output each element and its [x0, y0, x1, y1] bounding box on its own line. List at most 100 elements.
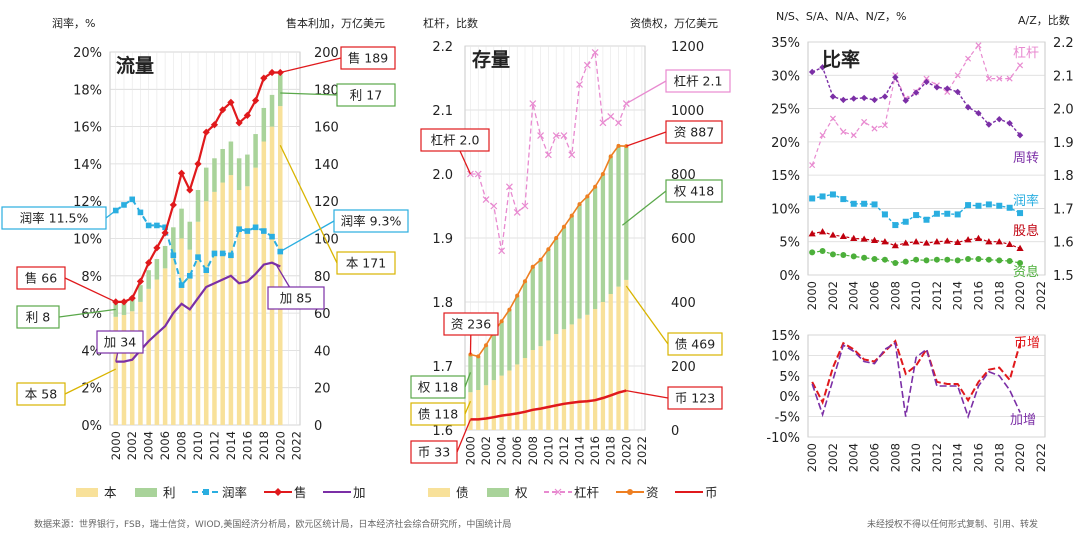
ratio-series-资息-point: [954, 257, 961, 264]
ratio-series-润率-point: [840, 196, 847, 203]
flow-x-tick: 2002: [125, 431, 139, 460]
stock-x-tick: 2000: [463, 436, 477, 465]
stock-legend-label-杠杆: 杠杆: [574, 485, 600, 500]
flow-y-left-tick: 10%: [73, 233, 102, 248]
flow-title: 流量: [116, 54, 154, 77]
flow-x-tick: 2022: [290, 431, 304, 460]
flow-y-left-tick: 20%: [73, 46, 102, 61]
stock-bar-债: [592, 309, 598, 430]
ratio-y-left-tick: 0%: [779, 269, 800, 284]
stock-bar-债: [554, 334, 559, 430]
flow-series-售-point: [186, 186, 194, 194]
ratio-series-资息-point: [985, 256, 992, 263]
ratio-series-股息-point: [850, 234, 858, 241]
flow-callout-add-end: 加 85: [280, 291, 312, 306]
ratio-series-资息-point: [965, 256, 972, 263]
growth-x-tick: 2020: [1013, 443, 1027, 472]
stock-callout-currency-end-box: [667, 386, 723, 410]
stock-callout-debt-start-leader: [464, 400, 472, 415]
flow-series-润率-point: [154, 222, 160, 229]
stock-bar-债: [585, 314, 590, 430]
stock-series-资-point: [600, 172, 605, 176]
stock-series-资-point: [530, 264, 535, 269]
ratio-y-right-tick: 1.5: [1053, 269, 1074, 284]
flow-callout-sale-start-leader: [64, 277, 117, 303]
stock-x-tick: 2008: [526, 436, 540, 465]
flow-y-right-tick: 20: [314, 382, 331, 397]
ratio-series-周转-point: [881, 93, 889, 100]
ratio-series-杠杆-point: [840, 128, 847, 135]
stock-bar-债: [507, 370, 512, 430]
flow-bar-利: [162, 245, 168, 269]
ratio-series-周转-point: [933, 84, 941, 91]
stock-bar-债: [515, 364, 520, 430]
flow-legend-marker-润率: [203, 489, 209, 495]
ratio-series-润率-point: [871, 201, 878, 208]
ratio-series-润率-point: [902, 218, 909, 225]
flow-y-right-tick: 200: [314, 46, 339, 61]
flow-callout-add-start-box: [96, 330, 144, 354]
ratio-series-周转-point: [975, 110, 982, 117]
ratio-label-turnover: 周转: [1013, 151, 1039, 166]
stock-bar-债: [577, 318, 582, 430]
ratio-series-润率-point: [965, 202, 972, 209]
stock-bar-权: [507, 309, 512, 371]
ratio-y-right-tick: 1.9: [1053, 136, 1074, 151]
ratio-series-杠杆-point: [850, 132, 857, 139]
stock-y-right-tick: 1000: [671, 104, 704, 119]
flow-series-售-point: [120, 298, 128, 306]
flow-bar-本: [146, 288, 151, 425]
stock-y-right-tick: 600: [671, 232, 696, 247]
flow-series-售-point: [177, 169, 186, 177]
stock-x-tick: 2018: [604, 436, 618, 465]
growth-x-tick: 2022: [1034, 443, 1048, 472]
stock-x-tick: 2010: [541, 436, 555, 465]
ratio-label-rate: 润率: [1013, 193, 1039, 209]
flow-bar-利: [146, 270, 151, 289]
ratio-series-资息-point: [809, 249, 816, 256]
ratio-series-资息-point: [840, 252, 847, 259]
flow-x-tick: 2010: [191, 431, 205, 460]
stock-series-资-point: [616, 143, 621, 148]
stock-callout-debt-end-box: [667, 332, 723, 356]
flow-series-润率-point: [121, 202, 127, 208]
growth-label-currency: 币增: [1014, 336, 1040, 351]
ratio-y-right-tick: 2.0: [1053, 103, 1074, 118]
flow-bar-利: [121, 300, 127, 315]
flow-callout-rate-start: 润率 11.5%: [20, 211, 89, 226]
stock-series-资-point: [577, 202, 582, 207]
growth-y-left-tick: -5%: [775, 411, 800, 426]
ratio-series-周转-point: [892, 74, 899, 81]
flow-series-售-point: [260, 74, 268, 82]
copyright-note: 未经授权不得以任何形式复制、引用、转发: [866, 520, 1038, 530]
stock-callout-asset-end: 资 887: [674, 125, 714, 140]
flow-legend-label-润率: 润率: [222, 485, 247, 500]
ratio-series-杠杆-line: [811, 44, 1021, 166]
stock-y-left-tick: 1.7: [432, 360, 453, 375]
stock-bar-权: [483, 345, 489, 386]
ratio-series-杠杆-point: [829, 115, 836, 122]
flow-right-axis-label: 售本利加，万亿美元: [286, 16, 385, 30]
flow-bar-利: [261, 107, 267, 142]
flow-y-left-tick: 14%: [73, 158, 102, 173]
stock-y-right-tick: 400: [671, 296, 696, 311]
ratio-series-润率-point: [975, 202, 982, 209]
stock-series-杠杆-point: [544, 151, 552, 159]
ratio-series-股息-point: [985, 238, 993, 245]
flow-bar-本: [138, 301, 143, 425]
ratio-x-tick: 2008: [888, 281, 902, 310]
flow-series-润率-point: [145, 222, 152, 229]
stock-series-杠杆-point: [576, 80, 583, 88]
ratio-series-股息-point: [912, 238, 920, 245]
flow-callout-capital-end-box: [336, 251, 396, 275]
stock-callout-currency-start: 币 33: [418, 445, 450, 460]
ratio-x-tick: 2004: [847, 281, 861, 310]
flow-callout-rate-end-leader: [279, 220, 335, 253]
stock-series-杠杆-point: [505, 183, 513, 191]
flow-y-left-tick: 8%: [81, 270, 102, 285]
growth-x-tick: 2000: [805, 443, 819, 472]
stock-x-tick: 2012: [557, 436, 571, 465]
stock-right-axis-label: 资债权，万亿美元: [630, 16, 718, 30]
flow-x-tick: 2008: [175, 431, 189, 460]
